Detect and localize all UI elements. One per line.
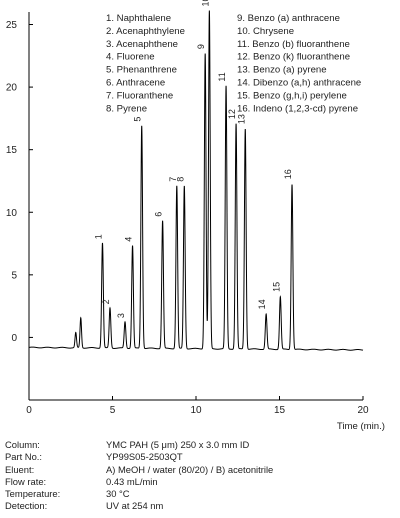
peak-label: 12 (227, 109, 237, 119)
peak-label: 8 (175, 177, 185, 182)
legend-entry: 13. Benzo (a) pyrene (237, 65, 327, 76)
condition-row: Column: YMC PAH (5 μm) 250 x 3.0 mm ID (5, 439, 395, 451)
condition-value: 30 °C (106, 488, 130, 500)
condition-value: 0.43 mL/min (106, 475, 158, 487)
legend-entry: 6. Anthracene (106, 78, 165, 89)
legend-entry: 14. Dibenzo (a,h) anthracene (237, 78, 361, 89)
condition-value: A) MeOH / water (80/20) / B) acetonitril… (106, 463, 274, 475)
peak-label: 6 (154, 212, 164, 217)
condition-value: YP99S05-2503QT (106, 451, 183, 463)
y-tick-label: 25 (6, 20, 18, 31)
condition-label: Column: (5, 439, 40, 450)
legend-entry: 16. Indeno (1,2,3-cd) pyrene (237, 103, 358, 114)
condition-value: YMC PAH (5 μm) 250 x 3.0 mm ID (106, 439, 250, 450)
y-tick-label: 20 (6, 83, 18, 94)
peak-label: 2 (101, 299, 111, 304)
peak-label: 10 (200, 0, 210, 7)
peak-label: 5 (133, 117, 143, 122)
peak-label: 4 (124, 237, 134, 242)
condition-label: Flow rate: (5, 475, 47, 487)
peak-label: 13 (236, 114, 246, 124)
peak-label: 16 (283, 169, 293, 179)
condition-label: Eluent: (5, 463, 35, 475)
legend-entry: 4. Fluorene (106, 52, 155, 63)
method-conditions: Column: YMC PAH (5 μm) 250 x 3.0 mm ID Par… (5, 439, 395, 513)
chromatogram-trace (28, 10, 364, 351)
y-tick-label: 15 (6, 145, 18, 156)
y-tick-label: 10 (6, 208, 18, 219)
legend-entry: 2. Acenaphthylene (106, 26, 185, 37)
condition-row: Part No.: YP99S05-2503QT (5, 451, 395, 463)
legend-entry: 5. Phenanthrene (106, 65, 177, 76)
peak-label: 7 (168, 177, 178, 182)
legend-entry: 9. Benzo (a) anthracene (237, 13, 340, 24)
peak-label: 1 (94, 234, 104, 239)
legend-entry: 8. Pyrene (106, 103, 147, 114)
y-tick-label: 0 (11, 333, 17, 344)
x-axis-label: Time (min.) (337, 421, 385, 432)
x-tick-label: 15 (274, 405, 286, 416)
peak-label: 14 (257, 299, 267, 309)
condition-value: UV at 254 nm (106, 500, 164, 512)
condition-row: Flow rate: 0.43 mL/min (5, 476, 395, 488)
legend-entry: 11. Benzo (b) fluoranthene (237, 39, 350, 50)
x-tick-label: 20 (357, 405, 369, 416)
peak-legend: 1. Naphthalene 2. Acenaphthylene 3. Acenap… (106, 13, 361, 114)
legend-entry: 7. Fluoranthene (106, 90, 173, 101)
condition-row: Temperature: 30 °C (5, 488, 395, 500)
peak-label: 11 (217, 72, 227, 81)
y-tick-label: 5 (11, 270, 17, 281)
x-tick-label: 10 (190, 405, 202, 416)
condition-row: Eluent: A) MeOH / water (80/20) / B) acet… (5, 464, 395, 476)
peak-label: 15 (271, 282, 281, 292)
x-tick-label: 0 (26, 405, 32, 416)
peak-label: 9 (196, 44, 206, 49)
legend-entry: 12. Benzo (k) fluoranthene (237, 52, 350, 63)
condition-label: Detection: (5, 500, 48, 512)
x-tick-label: 5 (110, 405, 116, 416)
condition-row: Detection: UV at 254 nm (5, 500, 395, 512)
legend-entry: 1. Naphthalene (106, 13, 171, 24)
legend-entry: 10. Chrysene (237, 26, 294, 37)
legend-entry: 15. Benzo (g,h,i) perylene (237, 90, 347, 101)
legend-entry: 3. Acenaphthene (106, 39, 178, 50)
condition-label: Temperature: (5, 488, 61, 500)
peak-label: 3 (116, 313, 126, 318)
condition-label: Part No.: (5, 451, 42, 463)
